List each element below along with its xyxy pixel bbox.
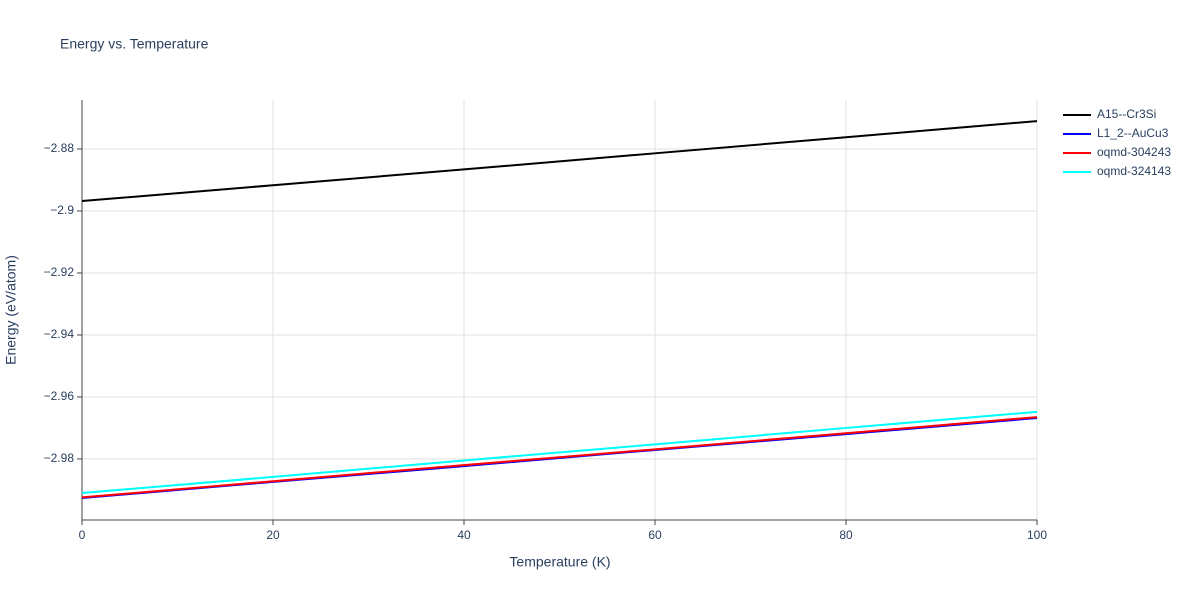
legend-label: A15--Cr3Si: [1097, 107, 1156, 121]
y-tick-label: −2.88: [44, 141, 75, 155]
series-line: [81, 416, 1038, 499]
x-axis-label: Temperature (K): [509, 554, 610, 570]
y-tick-label: −2.92: [44, 265, 75, 279]
x-tick-label: 20: [266, 528, 280, 542]
x-tick-label: 0: [79, 528, 86, 542]
y-tick-label: −2.98: [44, 451, 75, 465]
y-tick-label: −2.94: [44, 327, 75, 341]
x-tick-label: 80: [839, 528, 853, 542]
legend-label: oqmd-324143: [1097, 164, 1171, 178]
legend-label: L1_2--AuCu3: [1097, 126, 1169, 140]
x-tick-label: 40: [457, 528, 471, 542]
y-axis-label: Energy (eV/atom): [3, 255, 19, 365]
y-tick-label: −2.9: [50, 203, 74, 217]
series-line: [81, 120, 1038, 203]
legend-label: oqmd-304243: [1097, 145, 1171, 159]
chart-title: Energy vs. Temperature: [60, 36, 209, 52]
x-tick-label: 100: [1027, 528, 1047, 542]
x-tick-label: 60: [648, 528, 662, 542]
y-tick-label: −2.96: [44, 389, 75, 403]
series-line: [81, 410, 1038, 495]
